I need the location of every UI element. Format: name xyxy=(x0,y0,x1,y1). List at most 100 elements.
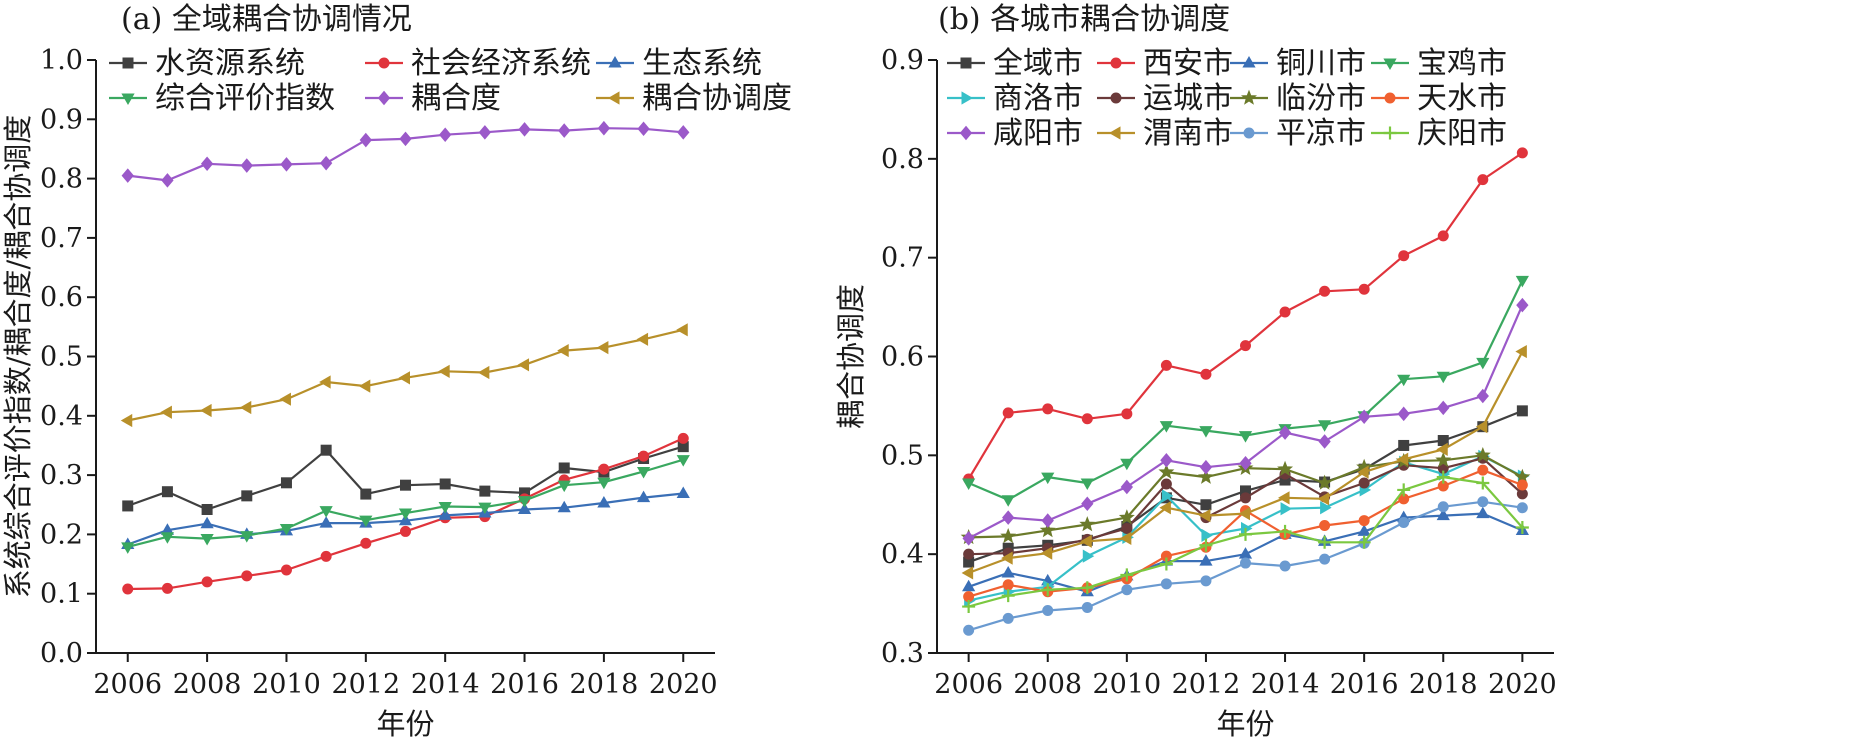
series-12-point xyxy=(1239,527,1252,541)
y-tick-label: 0.8 xyxy=(881,144,924,175)
legend-swatch-marker xyxy=(1110,92,1122,104)
series-2-point xyxy=(241,570,253,582)
series-10-point xyxy=(1040,546,1053,560)
series-12-group xyxy=(962,470,1529,614)
series-12-point xyxy=(1476,476,1490,490)
y-tick-label: 1.0 xyxy=(40,45,83,76)
series-10-point xyxy=(1396,452,1409,466)
series-3-point xyxy=(1357,524,1371,536)
series-4-point xyxy=(517,496,532,508)
legend-label: 咸阳市 xyxy=(993,116,1083,151)
series-1-point xyxy=(1398,439,1410,451)
series-1-point xyxy=(161,486,173,498)
legend-swatch-marker xyxy=(608,55,622,68)
legend-swatch-marker xyxy=(1383,126,1397,140)
series-4-group xyxy=(121,455,690,554)
series-3-point xyxy=(1001,565,1015,578)
series-1-point xyxy=(439,478,451,490)
series-9-point xyxy=(1516,297,1529,313)
series-5-point xyxy=(121,168,134,183)
series-6-point xyxy=(438,364,450,378)
series-1-point xyxy=(320,444,332,456)
series-9-point xyxy=(1476,388,1489,404)
series-4-point xyxy=(676,455,690,467)
series-5-point xyxy=(637,121,650,137)
series-5-point xyxy=(200,156,214,172)
series-6-point xyxy=(1358,477,1370,489)
series-2-point xyxy=(1437,230,1449,242)
x-tick-label: 2010 xyxy=(252,669,321,700)
series-10-point xyxy=(1475,420,1488,434)
legend-swatch-marker xyxy=(1242,55,1256,68)
series-5-point xyxy=(1161,489,1174,503)
series-7-point xyxy=(1316,474,1333,490)
series-12-point xyxy=(1436,470,1450,484)
series-4-point xyxy=(557,480,571,493)
series-10-point xyxy=(1357,465,1369,479)
series-5-group xyxy=(121,120,690,188)
series-12-point xyxy=(1159,557,1173,571)
series-12-point xyxy=(1001,589,1015,603)
series-4-point xyxy=(478,502,492,515)
series-2-point xyxy=(122,583,134,595)
series-5-point xyxy=(1201,528,1213,543)
series-2-point xyxy=(1398,250,1410,262)
x-tick-label: 2014 xyxy=(1251,669,1320,700)
series-5-point xyxy=(439,127,452,142)
series-2-point xyxy=(1081,413,1093,425)
series-5-point xyxy=(161,173,174,188)
series-2-point xyxy=(1516,147,1528,159)
series-3-point xyxy=(1476,506,1490,519)
series-4-point xyxy=(1001,495,1015,507)
x-tick-label: 2012 xyxy=(1172,669,1241,700)
series-4-point xyxy=(398,508,413,521)
series-8-point xyxy=(1358,515,1370,527)
legend-label: 耦合协调度 xyxy=(642,81,792,116)
legend-label: 西安市 xyxy=(1143,46,1233,81)
y-tick-label: 0.6 xyxy=(881,342,924,373)
series-2-point xyxy=(1121,408,1133,420)
series-6-point xyxy=(358,379,371,393)
series-2-point xyxy=(360,537,372,549)
series-4-point xyxy=(438,502,452,514)
legend-label: 临汾市 xyxy=(1276,81,1366,116)
series-12-point xyxy=(1318,535,1332,549)
series-4-point xyxy=(359,515,373,528)
legend-swatch-marker xyxy=(122,57,134,69)
series-4-point xyxy=(1120,458,1134,471)
series-5-point xyxy=(359,132,372,148)
x-tick-label: 2016 xyxy=(490,669,559,700)
series-3-point xyxy=(557,500,571,513)
series-2-point xyxy=(677,432,689,444)
series-4-point xyxy=(1238,431,1253,443)
series-9-group xyxy=(962,297,1529,546)
series-5-point xyxy=(597,120,611,136)
series-3-point xyxy=(319,516,333,528)
series-1-group xyxy=(122,441,689,515)
series-2-point xyxy=(1477,174,1489,186)
series-11-point xyxy=(1121,584,1133,596)
series-12-point xyxy=(1278,524,1292,538)
series-7-point xyxy=(1435,451,1452,468)
series-11-point xyxy=(1516,502,1528,514)
legend-label: 平凉市 xyxy=(1276,116,1366,151)
legend-label: 宝鸡市 xyxy=(1417,46,1507,81)
series-2-point xyxy=(638,450,650,462)
series-4-point xyxy=(597,477,611,490)
series-2-point xyxy=(161,582,173,594)
y-tick-label: 0.2 xyxy=(40,519,83,550)
series-2-point xyxy=(400,525,411,537)
series-5-point xyxy=(1082,549,1095,563)
series-1-point xyxy=(558,462,570,474)
series-5-point xyxy=(558,123,571,138)
series-6-point xyxy=(596,340,609,355)
series-11-point xyxy=(1319,553,1331,565)
legend-label: 天水市 xyxy=(1417,81,1507,116)
legend-swatch-marker xyxy=(1110,57,1122,69)
series-7-point xyxy=(1277,460,1294,476)
series-1-point xyxy=(1516,405,1528,417)
series-6-point xyxy=(1160,478,1172,490)
series-2-point xyxy=(280,564,292,576)
series-11-point xyxy=(1240,557,1251,569)
series-9-point xyxy=(1357,409,1371,425)
